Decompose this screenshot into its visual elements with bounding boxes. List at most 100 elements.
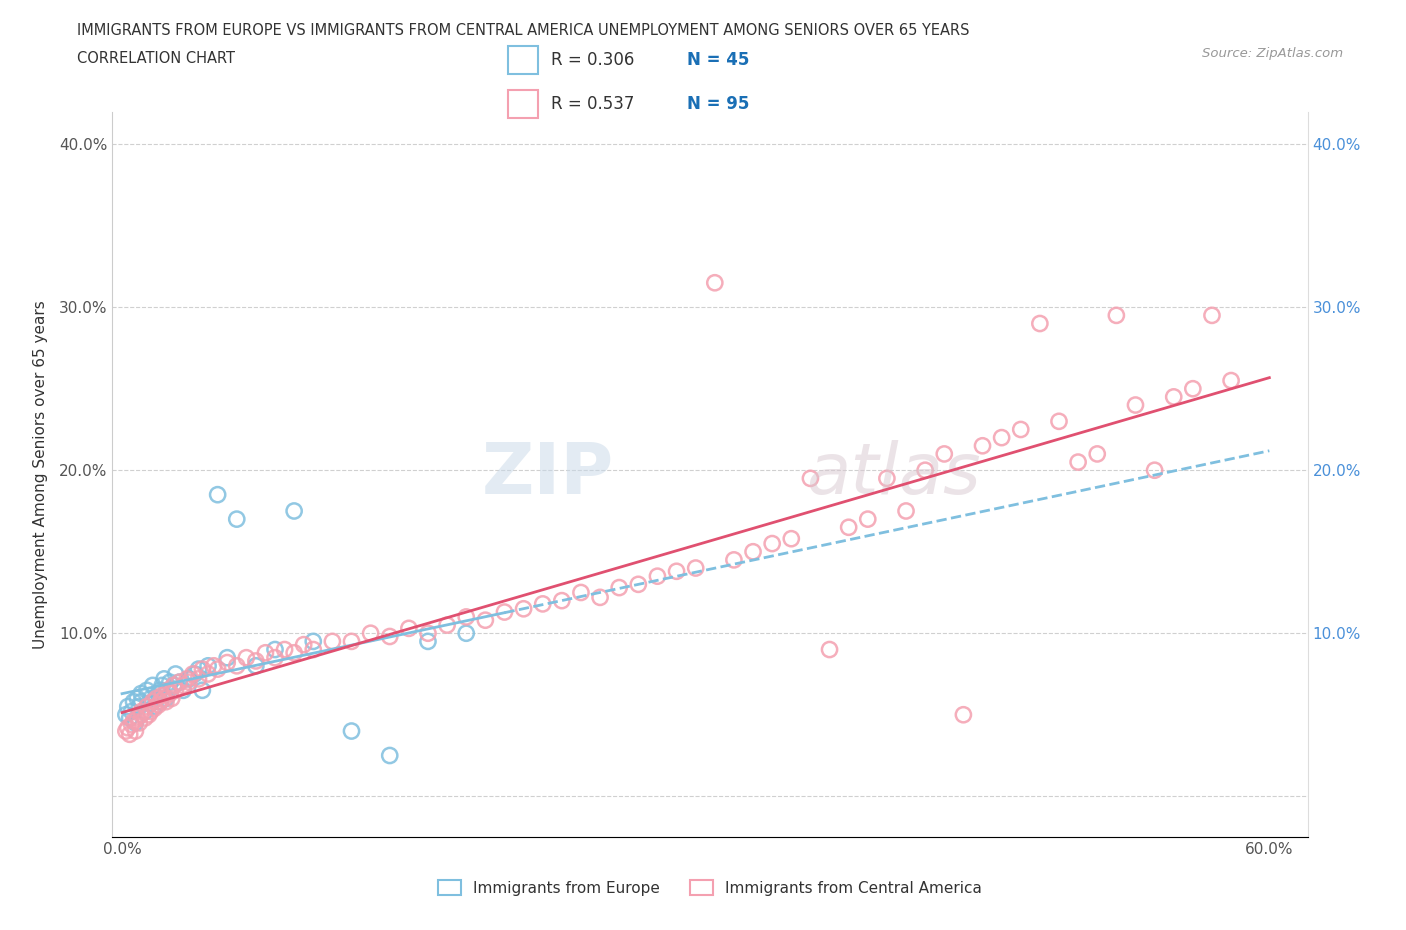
Point — [145, 691, 167, 706]
Point — [245, 658, 267, 673]
Point — [217, 655, 239, 670]
Point — [145, 691, 167, 706]
Point — [169, 674, 191, 689]
Point — [217, 650, 239, 665]
Point — [153, 691, 176, 706]
Point — [160, 691, 183, 706]
Point — [398, 621, 420, 636]
Point — [121, 704, 143, 719]
Point — [139, 704, 162, 719]
Point — [1181, 381, 1204, 396]
Point — [1029, 316, 1052, 331]
Point — [153, 671, 176, 686]
Point — [129, 704, 152, 719]
Text: R = 0.306: R = 0.306 — [551, 51, 634, 69]
Point — [647, 569, 669, 584]
Point — [128, 715, 150, 730]
Bar — [508, 90, 538, 118]
Point — [187, 671, 209, 686]
Point — [264, 642, 287, 657]
Point — [122, 695, 145, 710]
Point — [148, 686, 170, 701]
Point — [1105, 308, 1128, 323]
Point — [156, 683, 179, 698]
Point — [149, 695, 172, 710]
Point — [302, 642, 325, 657]
Point — [129, 708, 152, 723]
Point — [607, 580, 630, 595]
Point — [1143, 463, 1166, 478]
Point — [127, 711, 149, 725]
Point — [1125, 398, 1147, 413]
Point — [456, 626, 478, 641]
Point — [818, 642, 841, 657]
Point — [139, 696, 162, 711]
Point — [531, 596, 554, 611]
Point — [512, 602, 534, 617]
Point — [292, 637, 315, 652]
Point — [360, 626, 382, 641]
Point — [128, 699, 150, 714]
Point — [685, 561, 707, 576]
Point — [127, 691, 149, 706]
Point — [143, 701, 166, 716]
Point — [159, 686, 181, 701]
Point — [149, 683, 172, 698]
Text: atlas: atlas — [806, 440, 980, 509]
Text: ZIP: ZIP — [482, 440, 614, 509]
Point — [742, 544, 765, 559]
Point — [1010, 422, 1032, 437]
Point — [378, 748, 401, 763]
Point — [1085, 446, 1108, 461]
Point — [115, 708, 138, 723]
Point — [129, 695, 152, 710]
Point — [703, 275, 725, 290]
Point — [169, 674, 191, 689]
Point — [972, 438, 994, 453]
Point — [148, 698, 170, 712]
Point — [172, 678, 194, 693]
Point — [122, 714, 145, 729]
Legend: Immigrants from Europe, Immigrants from Central America: Immigrants from Europe, Immigrants from … — [432, 873, 988, 902]
Point — [115, 724, 138, 738]
Point — [494, 604, 516, 619]
Point — [155, 691, 177, 706]
Bar — [508, 46, 538, 74]
Point — [378, 629, 401, 644]
Point — [283, 503, 305, 518]
Text: N = 45: N = 45 — [686, 51, 749, 69]
Point — [245, 654, 267, 669]
Point — [264, 650, 287, 665]
Point — [150, 678, 173, 693]
Point — [172, 683, 194, 698]
Point — [117, 721, 139, 736]
Y-axis label: Unemployment Among Seniors over 65 years: Unemployment Among Seniors over 65 years — [32, 300, 48, 649]
Point — [142, 678, 165, 693]
Point — [139, 691, 162, 706]
Point — [197, 667, 219, 682]
Point — [225, 658, 247, 673]
Point — [894, 503, 917, 518]
Point — [780, 531, 803, 546]
Point — [235, 650, 257, 665]
Point — [302, 634, 325, 649]
Point — [207, 661, 229, 676]
Point — [456, 609, 478, 624]
Point — [187, 661, 209, 676]
Point — [202, 658, 225, 673]
Text: Source: ZipAtlas.com: Source: ZipAtlas.com — [1202, 46, 1343, 60]
Point — [176, 671, 198, 686]
Point — [177, 674, 200, 689]
Point — [155, 695, 177, 710]
Point — [150, 688, 173, 703]
Point — [627, 577, 650, 591]
Point — [165, 683, 187, 698]
Point — [165, 667, 187, 682]
Point — [436, 618, 458, 632]
Text: IMMIGRANTS FROM EUROPE VS IMMIGRANTS FROM CENTRAL AMERICA UNEMPLOYMENT AMONG SEN: IMMIGRANTS FROM EUROPE VS IMMIGRANTS FRO… — [77, 23, 970, 38]
Point — [934, 446, 956, 461]
Point — [177, 671, 200, 686]
Point — [163, 678, 186, 693]
Point — [143, 699, 166, 714]
Point — [159, 674, 181, 689]
